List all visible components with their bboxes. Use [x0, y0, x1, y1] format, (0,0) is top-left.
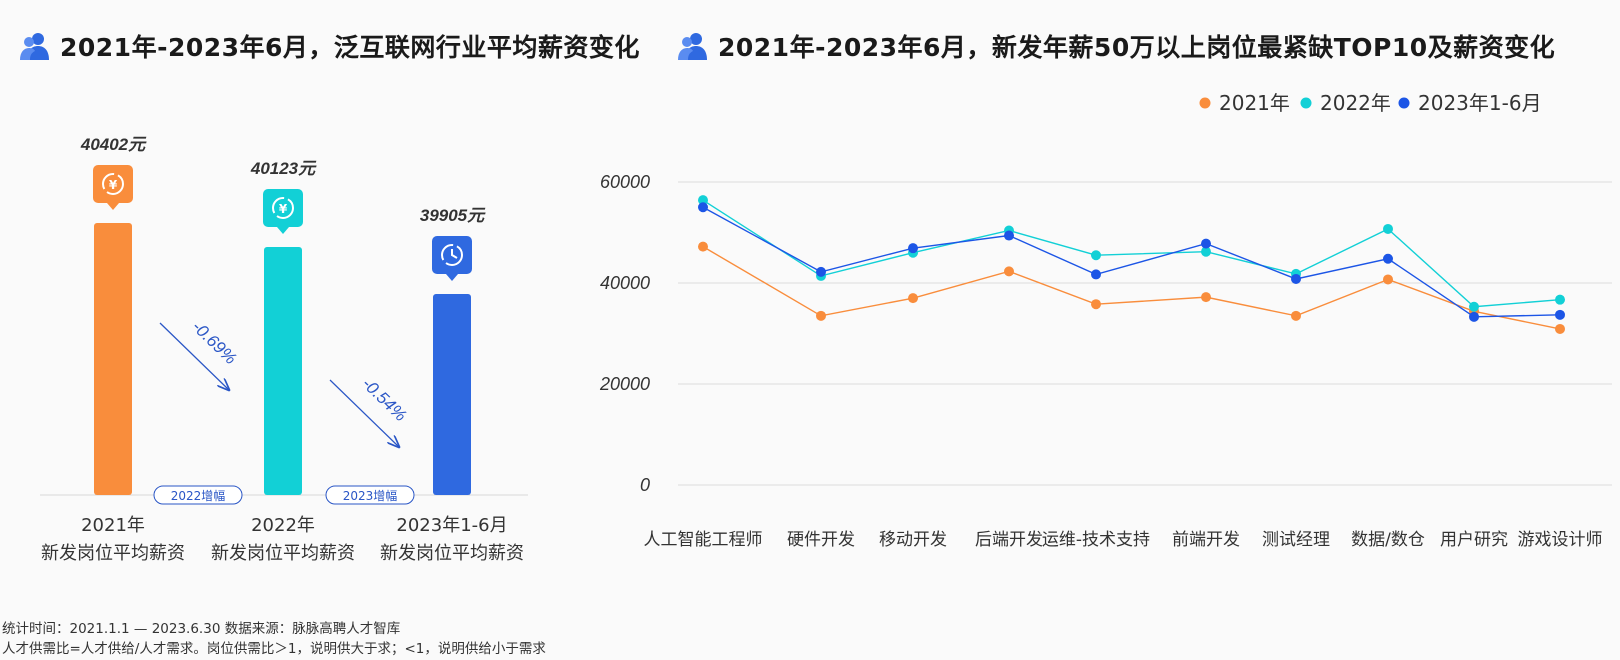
icon-badge-pointer [107, 203, 119, 210]
left-title-text: 2021年-2023年6月，泛互联网行业平均薪资变化 [60, 33, 640, 62]
y-tick-label: 60000 [600, 172, 650, 192]
left-chart-title: 2021年-2023年6月，泛互联网行业平均薪资变化 [18, 28, 640, 64]
x-tick-label: 硬件开发 [787, 530, 855, 550]
people-icon [20, 33, 49, 60]
icon-badge [263, 189, 303, 227]
data-point [1383, 274, 1393, 285]
legend-marker [1199, 97, 1211, 109]
bar-sub-label: 新发岗位平均薪资 [211, 543, 355, 564]
change-tag-pill [153, 485, 243, 505]
salary-bar [94, 223, 132, 495]
data-point [1291, 310, 1301, 321]
x-tick-label: 后端开发 [975, 530, 1043, 550]
x-tick-label: 测试经理 [1262, 530, 1330, 550]
salary-bar [264, 247, 302, 495]
data-point [698, 195, 708, 206]
icon-yuan-glyph: ¥ [279, 202, 288, 216]
bar-value-label: 39905元 [420, 206, 486, 225]
x-tick-label: 人工智能工程师 [644, 530, 763, 550]
people-icon [678, 33, 707, 60]
data-point [1291, 273, 1301, 284]
y-tick-label: 40000 [600, 273, 650, 293]
series-line [702, 199, 1561, 308]
data-point [1091, 250, 1101, 261]
right-chart-title: 2021年-2023年6月，新发年薪50万以上岗位最紧缺TOP10及薪资变化 [676, 28, 1555, 64]
data-point [908, 243, 918, 254]
change-tag-pill [325, 485, 415, 505]
change-tag-label: 2022增幅 [171, 488, 226, 503]
data-point [816, 310, 826, 321]
data-point [1383, 253, 1393, 264]
legend-label: 2022年 [1320, 91, 1391, 115]
data-point [1201, 246, 1211, 257]
series-line [702, 206, 1561, 318]
icon-yuan-glyph: ¥ [109, 178, 118, 192]
bar-sub-label: 新发岗位平均薪资 [41, 543, 185, 564]
footnote-definition: 人才供需比=人才供给/人才需求。岗位供需比＞1，说明供大于求；<1，说明供给小于… [2, 641, 546, 657]
x-tick-label: 前端开发 [1172, 530, 1240, 550]
top10-salary-line-chart: 0 20000 40000 60000 人工智能工程师 硬件开发 移动开发 后端开发运维-技术… [599, 91, 1612, 550]
legend-marker [1398, 97, 1410, 109]
icon-ring [272, 197, 294, 219]
data-point [1201, 238, 1211, 249]
y-tick-label: 20000 [599, 374, 650, 394]
bar-value-label: 40402元 [80, 135, 147, 154]
right-title-text: 2021年-2023年6月，新发年薪50万以上岗位最紧缺TOP10及薪资变化 [718, 33, 1556, 62]
data-point [1383, 223, 1393, 234]
change-arrow [159, 322, 229, 390]
data-point [1469, 311, 1479, 322]
icon-badge-pointer [446, 274, 458, 281]
x-tick-label: 用户研究 [1440, 530, 1508, 550]
yuan-refresh-icon: ¥ [263, 189, 303, 234]
x-tick-label: 移动开发 [879, 530, 947, 550]
data-point [698, 202, 708, 213]
icon-badge-pointer [277, 227, 289, 234]
data-point [1091, 269, 1101, 280]
legend-label: 2021年 [1219, 91, 1290, 115]
data-point [1004, 230, 1014, 241]
data-point [1469, 301, 1479, 312]
salary-bar [433, 294, 471, 495]
bar-year-label: 2023年1-6月 [396, 515, 507, 536]
data-point [1201, 292, 1211, 303]
data-point [1091, 299, 1101, 310]
legend-marker [1300, 97, 1312, 109]
bar-sub-label: 新发岗位平均薪资 [380, 543, 524, 564]
data-point [816, 266, 826, 277]
data-point [908, 293, 918, 304]
icon-badge [93, 165, 133, 203]
data-point [698, 241, 708, 252]
x-tick-label: 运维-技术支持 [1042, 530, 1150, 550]
clock-refresh-icon [432, 236, 472, 281]
x-tick-label: 数据/数仓 [1351, 530, 1425, 550]
x-tick-label: 游戏设计师 [1518, 530, 1603, 550]
bar-year-label: 2021年 [81, 515, 145, 536]
change-tag-label: 2023增幅 [343, 488, 398, 503]
legend-label: 2023年1-6月 [1418, 91, 1542, 115]
data-point [1555, 323, 1565, 334]
data-point [1555, 309, 1565, 320]
bar-value-label: 40123元 [250, 159, 317, 178]
y-tick-label: 0 [640, 475, 650, 495]
footnote-source: 统计时间：2021.1.1 — 2023.6.30 数据来源：脉脉高聘人才智库 [2, 621, 401, 637]
bar-year-label: 2022年 [251, 515, 315, 536]
data-point [1004, 266, 1014, 277]
icon-clock-hands [451, 249, 458, 259]
yuan-refresh-icon: ¥ [93, 165, 133, 210]
icon-ring [441, 244, 463, 266]
icon-ring [102, 173, 124, 195]
series-line [702, 246, 1561, 330]
data-point [1555, 294, 1565, 305]
change-arrow [329, 379, 399, 447]
